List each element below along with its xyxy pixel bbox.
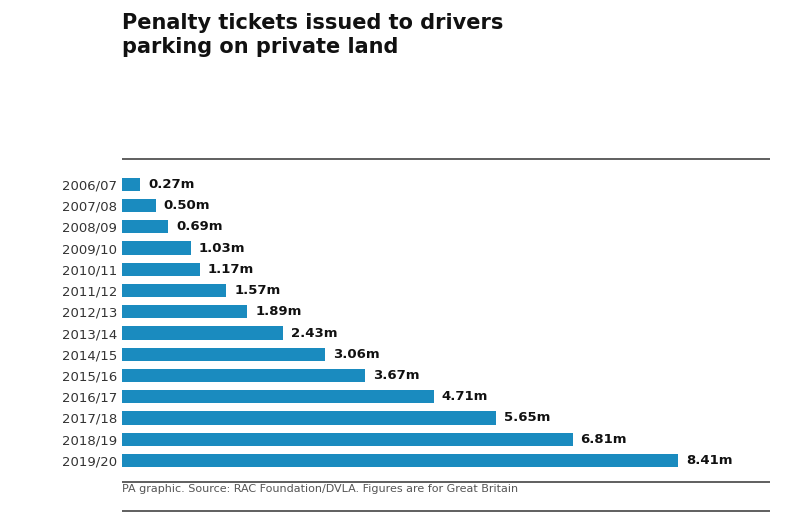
Text: Penalty tickets issued to drivers
parking on private land: Penalty tickets issued to drivers parkin…	[122, 13, 504, 57]
Text: 3.06m: 3.06m	[333, 348, 379, 361]
Bar	[122, 454, 679, 467]
Text: 4.71m: 4.71m	[442, 390, 488, 403]
Bar	[122, 390, 434, 404]
Text: 2.43m: 2.43m	[291, 327, 337, 340]
Text: 0.50m: 0.50m	[164, 199, 210, 212]
Text: 1.03m: 1.03m	[198, 242, 245, 255]
Text: PA graphic. Source: RAC Foundation/DVLA. Figures are for Great Britain: PA graphic. Source: RAC Foundation/DVLA.…	[122, 484, 518, 493]
Bar	[122, 411, 496, 424]
Text: 6.81m: 6.81m	[581, 433, 627, 446]
Bar	[122, 178, 141, 191]
Bar	[122, 305, 247, 318]
Bar	[122, 241, 190, 255]
Text: 3.67m: 3.67m	[373, 369, 419, 382]
Bar	[122, 369, 365, 382]
Text: 1.57m: 1.57m	[234, 284, 280, 297]
Text: 0.69m: 0.69m	[176, 220, 223, 233]
Bar	[122, 220, 168, 233]
Bar	[122, 348, 325, 361]
Bar	[122, 327, 283, 340]
Text: 5.65m: 5.65m	[504, 411, 550, 424]
Bar	[122, 263, 200, 276]
Bar	[122, 433, 573, 446]
Text: 1.89m: 1.89m	[255, 305, 302, 318]
Text: 0.27m: 0.27m	[149, 178, 194, 191]
Bar	[122, 284, 226, 297]
Bar	[122, 199, 156, 212]
Text: 1.17m: 1.17m	[208, 263, 254, 276]
Text: 8.41m: 8.41m	[687, 454, 733, 467]
